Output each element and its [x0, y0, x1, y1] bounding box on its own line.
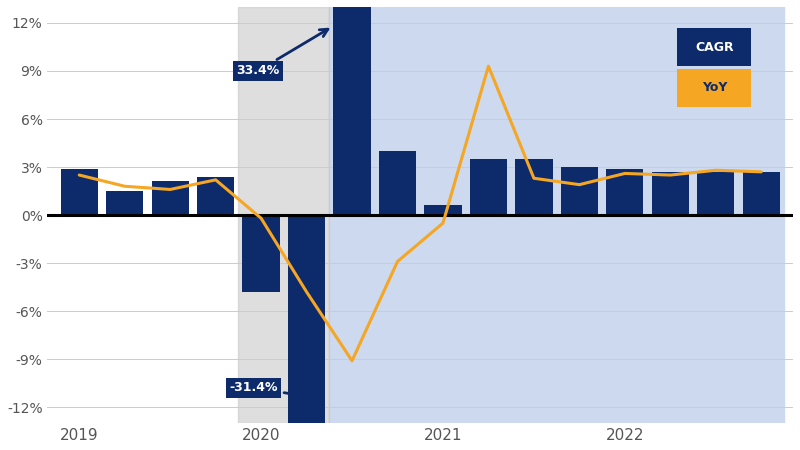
Bar: [151, 181, 189, 215]
Bar: [652, 172, 689, 215]
Bar: [697, 172, 734, 215]
Bar: [106, 191, 143, 215]
Bar: [470, 159, 507, 215]
Bar: [197, 177, 234, 215]
Bar: [379, 151, 416, 215]
Text: 33.4%: 33.4%: [236, 29, 328, 77]
Bar: [424, 206, 462, 215]
Bar: [238, 7, 330, 423]
Bar: [61, 169, 98, 215]
Bar: [515, 159, 553, 215]
Text: YoY: YoY: [702, 81, 727, 94]
Bar: [561, 167, 598, 215]
Bar: [334, 0, 370, 215]
Bar: [330, 7, 784, 423]
Bar: [242, 215, 280, 292]
Bar: [288, 215, 326, 450]
Bar: [742, 172, 780, 215]
Text: CAGR: CAGR: [695, 40, 734, 54]
Bar: [606, 169, 643, 215]
Text: -31.4%: -31.4%: [230, 382, 320, 401]
